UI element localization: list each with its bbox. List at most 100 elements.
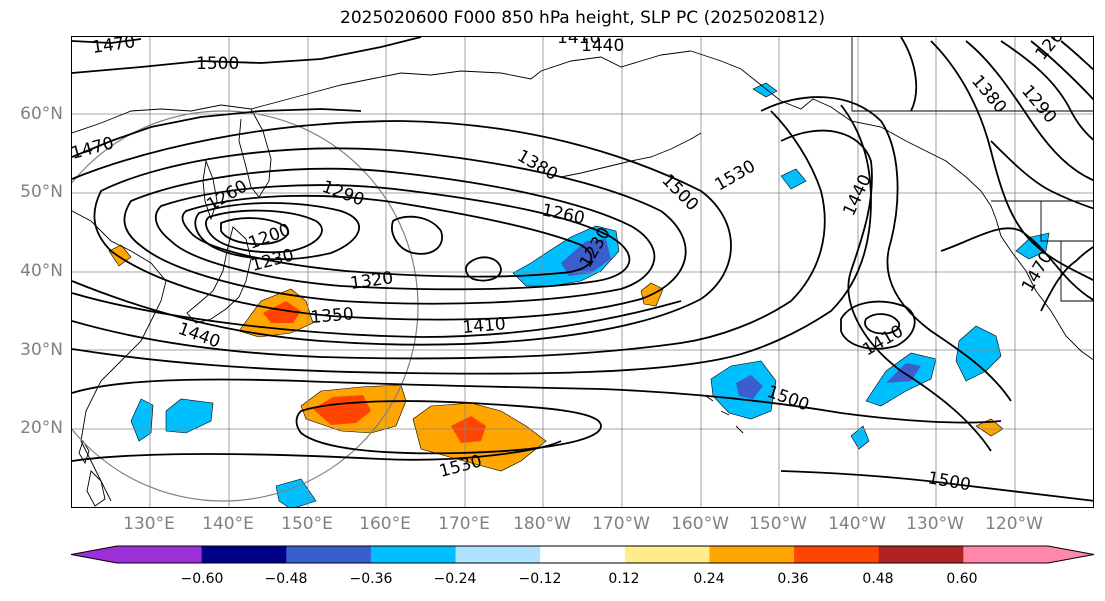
shade-red-subtropics-2 [451, 416, 486, 443]
colorbar-outline [70, 545, 1095, 564]
contour-1440-band [72, 110, 826, 360]
contour-far-east [940, 227, 1093, 301]
contour-east-ridge-6 [900, 37, 918, 112]
contour-label: 1440 [581, 37, 624, 56]
contour-1200 [220, 217, 289, 245]
contour-low-center [391, 215, 443, 255]
contour-1530-loop [295, 400, 602, 455]
coast-taiwan [78, 439, 90, 465]
colorbar-tick: −0.48 [264, 571, 308, 587]
contour-label: 1290 [319, 177, 366, 211]
contour-1470-ne [1040, 246, 1093, 312]
border-states [1040, 201, 1093, 302]
border-canada-us [851, 37, 1093, 202]
lon-label-130w: 130°W [906, 514, 964, 534]
colorbar-segment [455, 546, 541, 563]
lat-label-50n: 50°N [20, 182, 63, 202]
map-title: 2025020600 F000 850 hPa height, SLP PC (… [340, 8, 825, 28]
colorbar-segments [70, 545, 1095, 564]
colorbar-segment [286, 546, 372, 563]
contour-label: 1380 [967, 71, 1010, 117]
colorbar-segment [794, 546, 880, 563]
shade-blue-south [275, 478, 317, 507]
colorbar-segment [878, 546, 964, 563]
colorbar-tick: 0.48 [862, 571, 894, 587]
shade-darkblue-central [561, 239, 611, 276]
contour-label: 1530 [437, 451, 484, 482]
colorbar-segment [963, 546, 1049, 563]
lon-label-150w: 150°W [749, 514, 807, 534]
colorbar-tick: 0.24 [693, 571, 725, 587]
height-contours [72, 37, 1093, 502]
graticule [72, 37, 1093, 507]
coast-asia-mainland [72, 210, 167, 502]
contour-1260 [194, 202, 360, 261]
colorbar-tick: −0.36 [349, 571, 393, 587]
contour-label: 1410 [462, 314, 507, 338]
lon-label-180w: 180°W [513, 514, 571, 534]
contour-1500-north [72, 37, 422, 74]
colorbar-arrow-left [71, 546, 117, 563]
contour-1410-band [72, 292, 682, 338]
coast-hawaii [705, 395, 744, 434]
colorbar-segment [370, 546, 457, 563]
lat-label-30n: 30°N [20, 340, 63, 360]
contour-1350 [123, 167, 656, 305]
shade-blue-west-1 [130, 398, 154, 442]
coast-japan [186, 226, 252, 324]
contour-1380 [93, 147, 687, 321]
colorbar-tick: 0.12 [608, 571, 640, 587]
colorbar-tick: −0.60 [180, 571, 224, 587]
shade-blue-north-2 [780, 168, 807, 190]
contour-1500-south [780, 470, 1093, 502]
contour-label: 1260 [540, 200, 586, 229]
colorbar-segment [709, 546, 795, 563]
contour-1530-band [72, 440, 562, 462]
shade-blue-south-2 [850, 425, 870, 450]
contour-east-ridge-5 [1060, 40, 1093, 71]
contour-label: 1530 [712, 156, 759, 195]
contour-outer-low [72, 120, 732, 346]
contour-1500-band [72, 378, 1002, 424]
map-panel: 1470 1500 1440 1410 1470 1380 1500 1530 … [71, 36, 1094, 508]
colorbar-arrow-right [1048, 546, 1094, 563]
lon-label-160e: 160°E [359, 514, 411, 534]
contour-east-ridge-1 [930, 40, 1093, 281]
contour-east-ridge-2 [965, 40, 1093, 182]
colorbar-tick: −0.24 [433, 571, 477, 587]
map-canvas: 1470 1500 1440 1410 1470 1380 1500 1530 … [72, 37, 1093, 507]
contour-1470-north [72, 38, 142, 44]
lon-label-170e: 170°E [438, 514, 490, 534]
contour-1410-ne [990, 140, 1093, 210]
contour-label: 1500 [764, 382, 811, 416]
projection-circle [72, 110, 419, 502]
contour-1320 [154, 184, 631, 291]
colorbar-tick: 0.36 [777, 571, 809, 587]
shade-darkblue-hawaii [736, 375, 763, 399]
contour-label: 1260 [204, 176, 251, 215]
lon-label-160w: 160°W [671, 514, 729, 534]
lon-label-140w: 140°W [828, 514, 886, 534]
contour-label: 1380 [514, 146, 561, 185]
coast-aleutians [560, 132, 702, 178]
contour-label: 1470 [91, 37, 137, 58]
contour-east-ridge-4 [1030, 40, 1093, 101]
contour-1410-east [840, 300, 916, 350]
contour-1230 [205, 209, 323, 254]
colorbar-segment [540, 546, 626, 563]
coast-north-america [995, 218, 1093, 361]
coast-philippines [86, 470, 106, 507]
colorbar-tick: −0.12 [518, 571, 562, 587]
contour-label: 1410 [557, 37, 600, 48]
shade-blue-west-2 [165, 398, 214, 434]
coast-siberia [72, 50, 692, 134]
contour-label: 1500 [196, 54, 239, 74]
lon-label-140e: 140°E [202, 514, 254, 534]
contour-east-trough-1 [760, 96, 1012, 402]
contour-label: 1350 [310, 304, 355, 328]
contour-label: 1500 [926, 468, 972, 495]
colorbar-tick: 0.60 [946, 571, 978, 587]
lon-label-170w: 170°W [592, 514, 650, 534]
shade-red-japan [263, 301, 301, 323]
contour-label: 1290 [1017, 81, 1060, 127]
